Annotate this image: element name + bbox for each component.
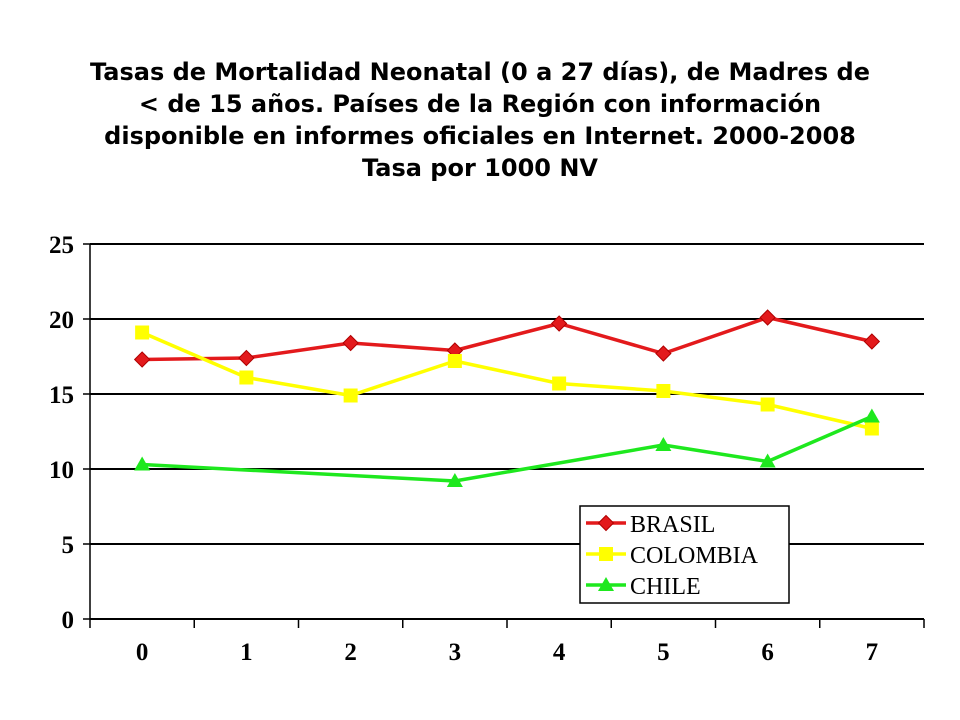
axes: 0 5 10 15 20 25 0 1 2 3 4 5 6 7 [49, 232, 925, 666]
data-point-chile [446, 473, 463, 487]
series-layer [133, 309, 881, 487]
data-point-colombia [135, 325, 150, 340]
legend-swatch-marker [597, 514, 615, 532]
chart-title-line: Tasas de Mortalidad Neonatal (0 a 27 día… [90, 58, 870, 86]
data-point-colombia [864, 421, 879, 436]
x-tick-label: 0 [136, 639, 149, 666]
data-point-chile [759, 453, 776, 468]
legend-swatch-marker [598, 577, 614, 591]
data-point-brasil [238, 349, 255, 367]
data-point-brasil [759, 309, 776, 326]
chart-title-line: disponible en informes oficiales en Inte… [104, 122, 856, 150]
x-tick-label: 6 [761, 639, 774, 666]
series-brasil [133, 309, 881, 368]
data-point-colombia [552, 376, 567, 391]
legend: BRASIL COLOMBIA CHILE [579, 505, 790, 604]
x-tick-label: 2 [344, 639, 357, 666]
data-point-chile [134, 456, 151, 471]
data-point-chile [655, 437, 672, 451]
series-colombia [135, 325, 879, 436]
legend-label: CHILE [630, 574, 701, 600]
data-point-brasil [655, 345, 672, 362]
chart-title-line: < de 15 años. Países de la Región con in… [138, 90, 822, 118]
y-tick-label: 15 [49, 382, 74, 409]
x-tick-label: 4 [553, 639, 566, 666]
x-tick-label: 7 [866, 639, 879, 666]
y-tick-label: 25 [49, 232, 74, 259]
data-point-colombia [239, 370, 254, 385]
data-point-colombia [447, 354, 462, 368]
legend-label: BRASIL [630, 512, 715, 538]
y-tick-label: 20 [49, 307, 74, 334]
data-point-brasil [550, 315, 568, 332]
data-point-colombia [343, 388, 358, 403]
legend-item-brasil: BRASIL [586, 512, 715, 538]
legend-item-chile: CHILE [586, 574, 701, 600]
data-point-brasil [863, 333, 881, 350]
data-point-brasil [342, 334, 359, 352]
data-point-brasil [133, 351, 151, 368]
legend-label: COLOMBIA [630, 543, 759, 569]
x-tick-label: 3 [449, 639, 462, 666]
series-line-colombia [141, 330, 873, 431]
legend-swatch-marker [599, 547, 613, 561]
chart-title-line: Tasa por 1000 NV [362, 154, 598, 182]
data-point-chile [863, 408, 880, 423]
y-tick-label: 10 [49, 457, 74, 484]
data-point-colombia [760, 397, 775, 412]
legend-item-colombia: COLOMBIA [586, 543, 759, 569]
chart-title: Tasas de Mortalidad Neonatal (0 a 27 día… [40, 56, 920, 184]
x-tick-label: 5 [657, 639, 670, 666]
grid-lines [90, 243, 924, 545]
y-tick-label: 5 [62, 532, 75, 559]
series-chile [134, 408, 880, 487]
data-point-colombia [656, 384, 671, 398]
x-tick-label: 1 [240, 639, 253, 666]
y-tick-label: 0 [62, 607, 75, 634]
series-line-brasil [142, 315, 873, 362]
series-line-chile [142, 414, 873, 483]
